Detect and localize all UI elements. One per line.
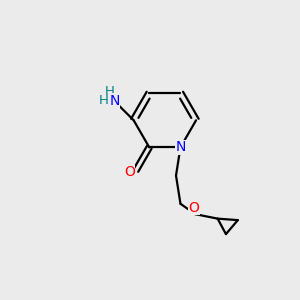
- Text: H: H: [105, 85, 115, 98]
- Text: O: O: [188, 201, 199, 214]
- Text: N: N: [109, 94, 119, 108]
- Text: N: N: [176, 140, 186, 154]
- Text: H: H: [99, 94, 109, 107]
- Text: O: O: [124, 165, 135, 179]
